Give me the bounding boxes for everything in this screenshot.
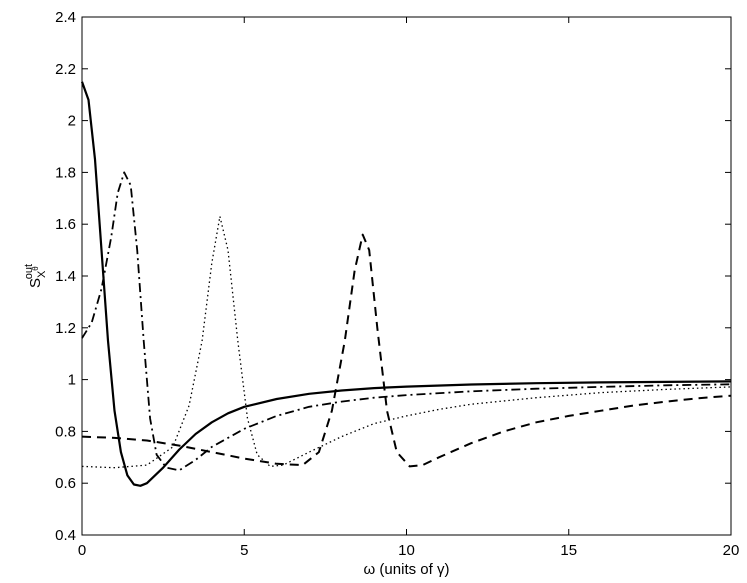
x-tick-label: 0 [78, 542, 86, 559]
y-label-sup: out [23, 264, 35, 279]
y-tick-label: 1.6 [55, 216, 76, 233]
y-tick-label: 0.8 [55, 423, 76, 440]
y-tick-label: 1.2 [55, 320, 76, 337]
x-axis-label: ω (units of γ) [364, 561, 450, 578]
x-tick-label: 20 [723, 542, 740, 559]
y-tick-label: 0.4 [55, 527, 76, 544]
series-line-solid [80, 81, 732, 487]
series-lines [80, 81, 732, 487]
y-label-subsup: θ [31, 266, 40, 271]
y-label-sub: X [36, 270, 48, 278]
y-tick-label: 2.2 [55, 61, 76, 78]
y-tick-label: 2 [68, 113, 76, 130]
y-label-base: S [27, 278, 44, 288]
x-tick-label: 10 [398, 542, 415, 559]
y-tick-label: 0.6 [55, 475, 76, 492]
series-line-dotted [81, 215, 732, 469]
y-tick-label: 2.4 [55, 9, 76, 26]
x-tick-label: 15 [560, 542, 577, 559]
y-tick-label: 1 [68, 372, 76, 389]
y-axis-label: SXθout [23, 264, 48, 288]
svg-text:SXθout: SXθout [23, 264, 48, 288]
plot-frame [81, 16, 732, 536]
series-line-dashed [81, 233, 732, 468]
y-tick-label: 1.8 [55, 164, 76, 181]
y-tick-label: 1.4 [55, 268, 76, 285]
series-line-dashdot [81, 171, 732, 472]
x-axis-ticks: 0 5 10 15 20 [78, 17, 740, 559]
x-tick-label: 5 [240, 542, 248, 559]
y-axis-ticks: 0.4 0.6 0.8 1 1.2 1.4 1.6 1.8 2 2.2 2.4 [55, 9, 731, 544]
